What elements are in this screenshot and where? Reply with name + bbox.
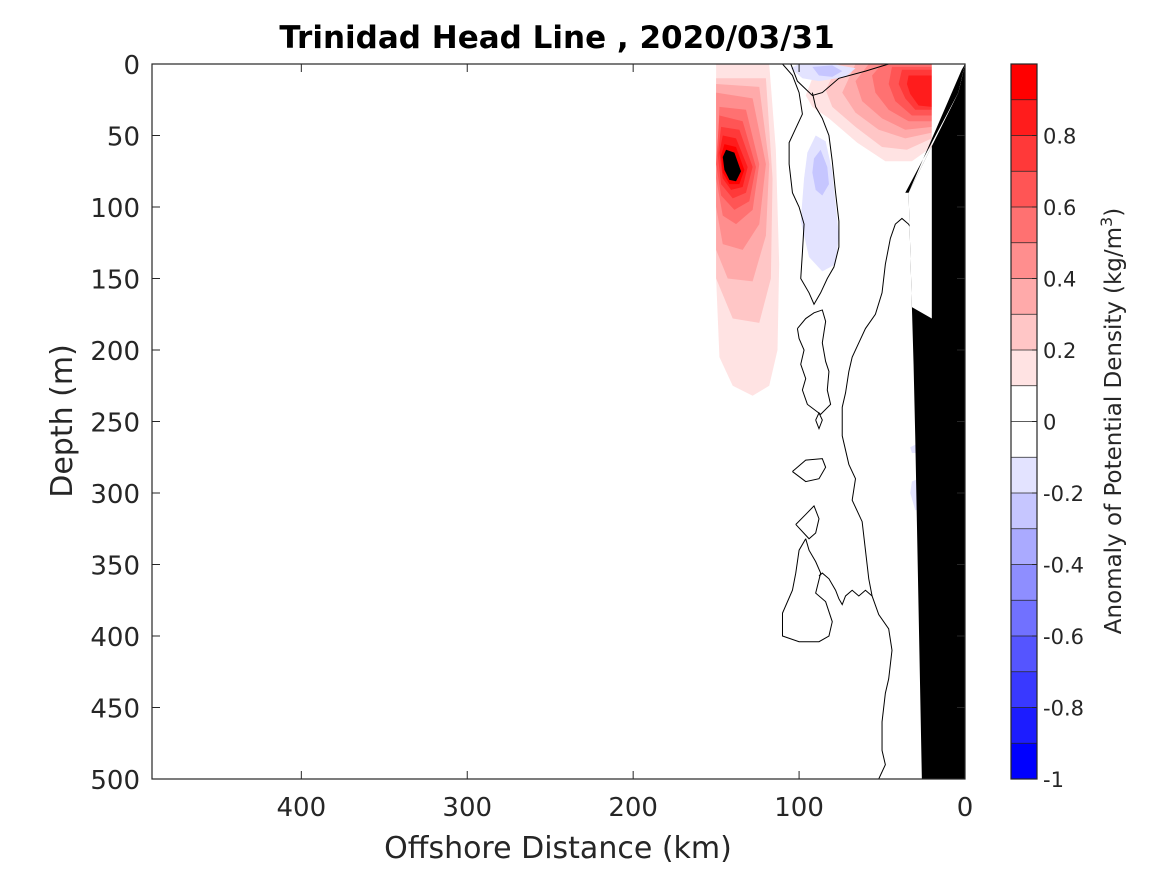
colorbar-tick-label: 0.2 (1043, 339, 1076, 363)
y-tick-label: 50 (107, 123, 140, 153)
y-tick-label: 500 (90, 766, 140, 796)
colorbar-label-text: Anomaly of Potential Density (1101, 301, 1127, 634)
colorbar-label-units: (kg/m (1101, 227, 1127, 294)
plot-area: 400 300 200 100 0 0 50 100 150 200 250 300 350 400 45… (90, 51, 973, 823)
colorbar-swatch (1011, 135, 1037, 172)
zero-contour-lens-3 (792, 458, 827, 483)
y-tick-label: 150 (90, 266, 140, 296)
zero-contour-lens-4 (795, 504, 820, 540)
colorbar-swatch (1011, 207, 1037, 243)
colorbar-label: Anomaly of Potential Density (kg/m3) (1097, 208, 1127, 634)
colorbar-swatch (1011, 600, 1037, 636)
colorbar-swatch (1011, 64, 1037, 100)
colorbar-swatch (1011, 99, 1037, 136)
colorbar-swatch (1011, 457, 1037, 493)
x-tick-label: 300 (442, 793, 492, 823)
x-tick-label: 400 (277, 793, 327, 823)
colorbar-tick-label: 0.8 (1043, 125, 1076, 149)
colorbar-tick-label: -0.8 (1043, 697, 1084, 721)
zero-contour-lens-1 (796, 309, 832, 416)
positive-anomaly-offshore (722, 149, 742, 182)
colorbar-swatch (1011, 171, 1037, 207)
zero-contour-subsurface (782, 64, 840, 306)
y-tick-label: 100 (90, 194, 140, 224)
colorbar-swatch (1011, 421, 1037, 458)
colorbar-swatch (1011, 707, 1037, 744)
x-axis-ticks: 400 300 200 100 0 (277, 64, 974, 823)
colorbar-swatch (1011, 278, 1037, 315)
y-tick-label: 400 (90, 623, 140, 653)
zero-contour-lens-5 (781, 538, 833, 643)
contour-layer (716, 64, 965, 779)
y-tick-label: 350 (90, 552, 140, 582)
colorbar-tick-label: -0.6 (1043, 625, 1084, 649)
zero-contour-surface (790, 64, 889, 97)
colorbar-tick-label: -0.4 (1043, 554, 1084, 578)
y-tick-label: 0 (123, 51, 140, 81)
bathymetry-slope-edge (905, 64, 965, 193)
zero-contour-lens-2 (815, 411, 823, 431)
nearshore-blank-region (908, 64, 965, 319)
colorbar-label-units-close: ) (1101, 208, 1127, 217)
colorbar-swatch (1011, 671, 1037, 708)
x-tick-label: 0 (957, 793, 974, 823)
x-axis-label: Offshore Distance (km) (384, 831, 732, 866)
colorbar-swatch (1011, 528, 1037, 565)
colorbar-swatch (1011, 350, 1037, 386)
plot-background (152, 64, 965, 779)
negative-anomaly-subsurface (800, 135, 839, 272)
colorbar-swatch (1011, 242, 1037, 279)
x-tick-label: 100 (774, 793, 824, 823)
y-tick-label: 200 (90, 337, 140, 367)
y-tick-label: 450 (90, 695, 140, 725)
y-tick-label: 250 (90, 409, 140, 439)
colorbar-tick-label: -1 (1043, 768, 1064, 792)
colorbar-swatch (1011, 385, 1037, 422)
colorbar-tick-label: 0 (1043, 411, 1056, 435)
colorbar-swatch (1011, 493, 1037, 529)
colorbar-ticks: 0.8 0.6 0.4 0.2 0 -0.2 -0.4 -0.6 -0.8 -1 (1032, 125, 1084, 792)
colorbar-swatches (1011, 64, 1037, 780)
colorbar-swatch (1011, 743, 1037, 779)
zero-contour-deep-branch (818, 572, 873, 606)
chart-title: Trinidad Head Line , 2020/03/31 (279, 20, 834, 56)
colorbar-swatch (1011, 314, 1037, 350)
negative-anomaly-subsurface-core (812, 149, 829, 196)
colorbar-tick-label: 0.6 (1043, 196, 1076, 220)
y-tick-label: 300 (90, 480, 140, 510)
colorbar-swatch (1011, 564, 1037, 601)
y-axis-ticks: 0 50 100 150 200 250 300 350 400 450 500 (90, 51, 965, 796)
positive-anomaly-nearshore (906, 75, 932, 107)
colorbar-label-units-exponent: 3 (1097, 217, 1116, 227)
colorbar-tick-label: 0.4 (1043, 268, 1076, 292)
x-tick-label: 200 (608, 793, 658, 823)
y-axis-label: Depth (m) (45, 344, 80, 498)
colorbar-tick-label: -0.2 (1043, 482, 1084, 506)
colorbar: 0.8 0.6 0.4 0.2 0 -0.2 -0.4 -0.6 -0.8 -1 Anomaly … (1010, 63, 1127, 792)
colorbar-swatch (1011, 636, 1037, 672)
negative-anomaly-surface-core (812, 65, 843, 77)
